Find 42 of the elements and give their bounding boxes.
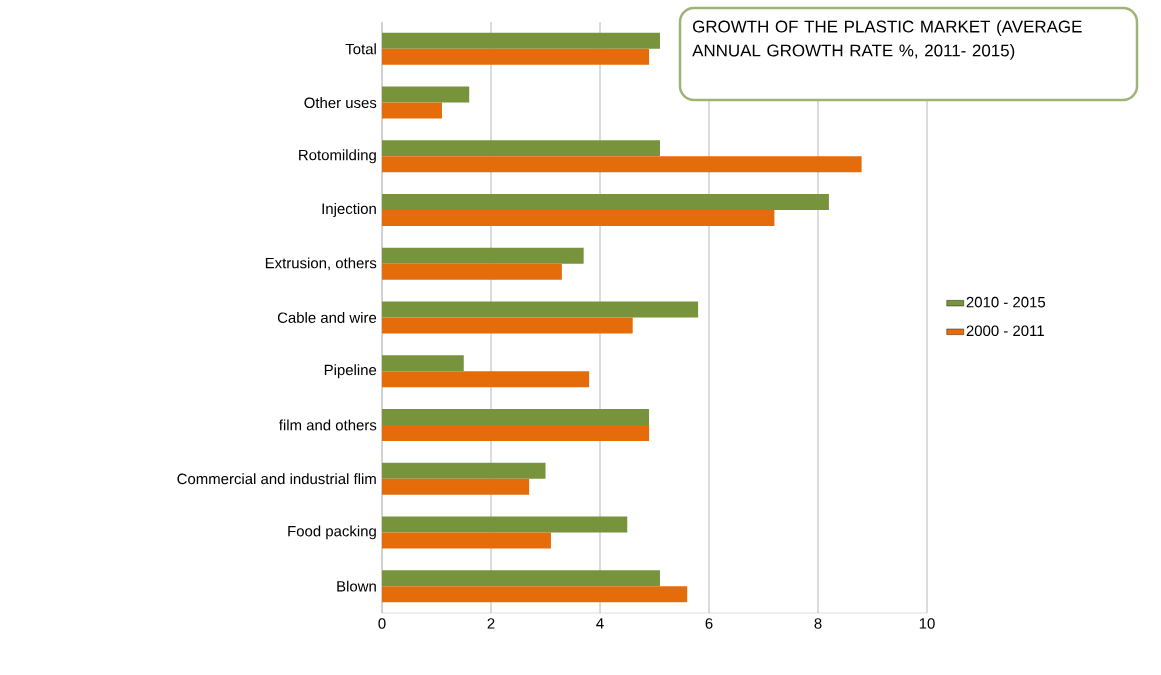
bar	[382, 156, 862, 173]
bar	[382, 371, 590, 388]
bar	[382, 263, 562, 280]
y-tick-label: Injection	[322, 203, 376, 217]
bar	[382, 532, 551, 549]
bar	[382, 408, 650, 425]
bar	[382, 140, 660, 157]
bar	[382, 570, 660, 587]
bar	[382, 355, 464, 372]
y-tick-label: Pipeline	[324, 364, 377, 379]
legend-label: 2010 - 2015	[966, 296, 1046, 308]
text: GROWTH OF THE PLASTIC MARKET (AVERAGE ANNUAL GROWTH RATE %, 2011- 2015)	[692, 20, 1082, 60]
y-tick-label: Rotomilding	[299, 149, 376, 164]
bar	[382, 86, 470, 103]
x-tick-label: 4	[596, 618, 604, 629]
x-tick-label: 10	[919, 618, 935, 629]
bar	[382, 210, 775, 227]
legend-label: 2000 - 2011	[966, 325, 1044, 337]
bar	[382, 102, 442, 119]
bar	[382, 586, 688, 603]
bar	[382, 516, 628, 533]
bar	[382, 424, 650, 441]
bar	[382, 48, 650, 65]
bar	[382, 301, 699, 318]
x-tick-label: 8	[814, 618, 822, 629]
y-tick-label: Cable and wire	[277, 312, 377, 323]
bar	[382, 194, 829, 211]
y-tick-label: Total	[345, 43, 376, 55]
bar	[382, 478, 530, 495]
x-tick-label: 2	[487, 618, 495, 629]
bar	[382, 247, 584, 264]
bar	[382, 462, 546, 479]
bar	[382, 317, 633, 334]
y-tick-label: Blown	[337, 580, 376, 592]
y-tick-label: Food packing	[288, 525, 376, 540]
y-tick-label: Extrusion, others	[265, 257, 377, 271]
y-tick-label: Other uses	[304, 97, 377, 109]
y-tick-label: Commercial and industrial flim	[177, 473, 376, 485]
y-tick-label: film and others	[279, 419, 377, 431]
x-tick-label: 0	[378, 618, 386, 629]
bar	[382, 32, 660, 49]
x-tick-label: 6	[705, 618, 713, 629]
